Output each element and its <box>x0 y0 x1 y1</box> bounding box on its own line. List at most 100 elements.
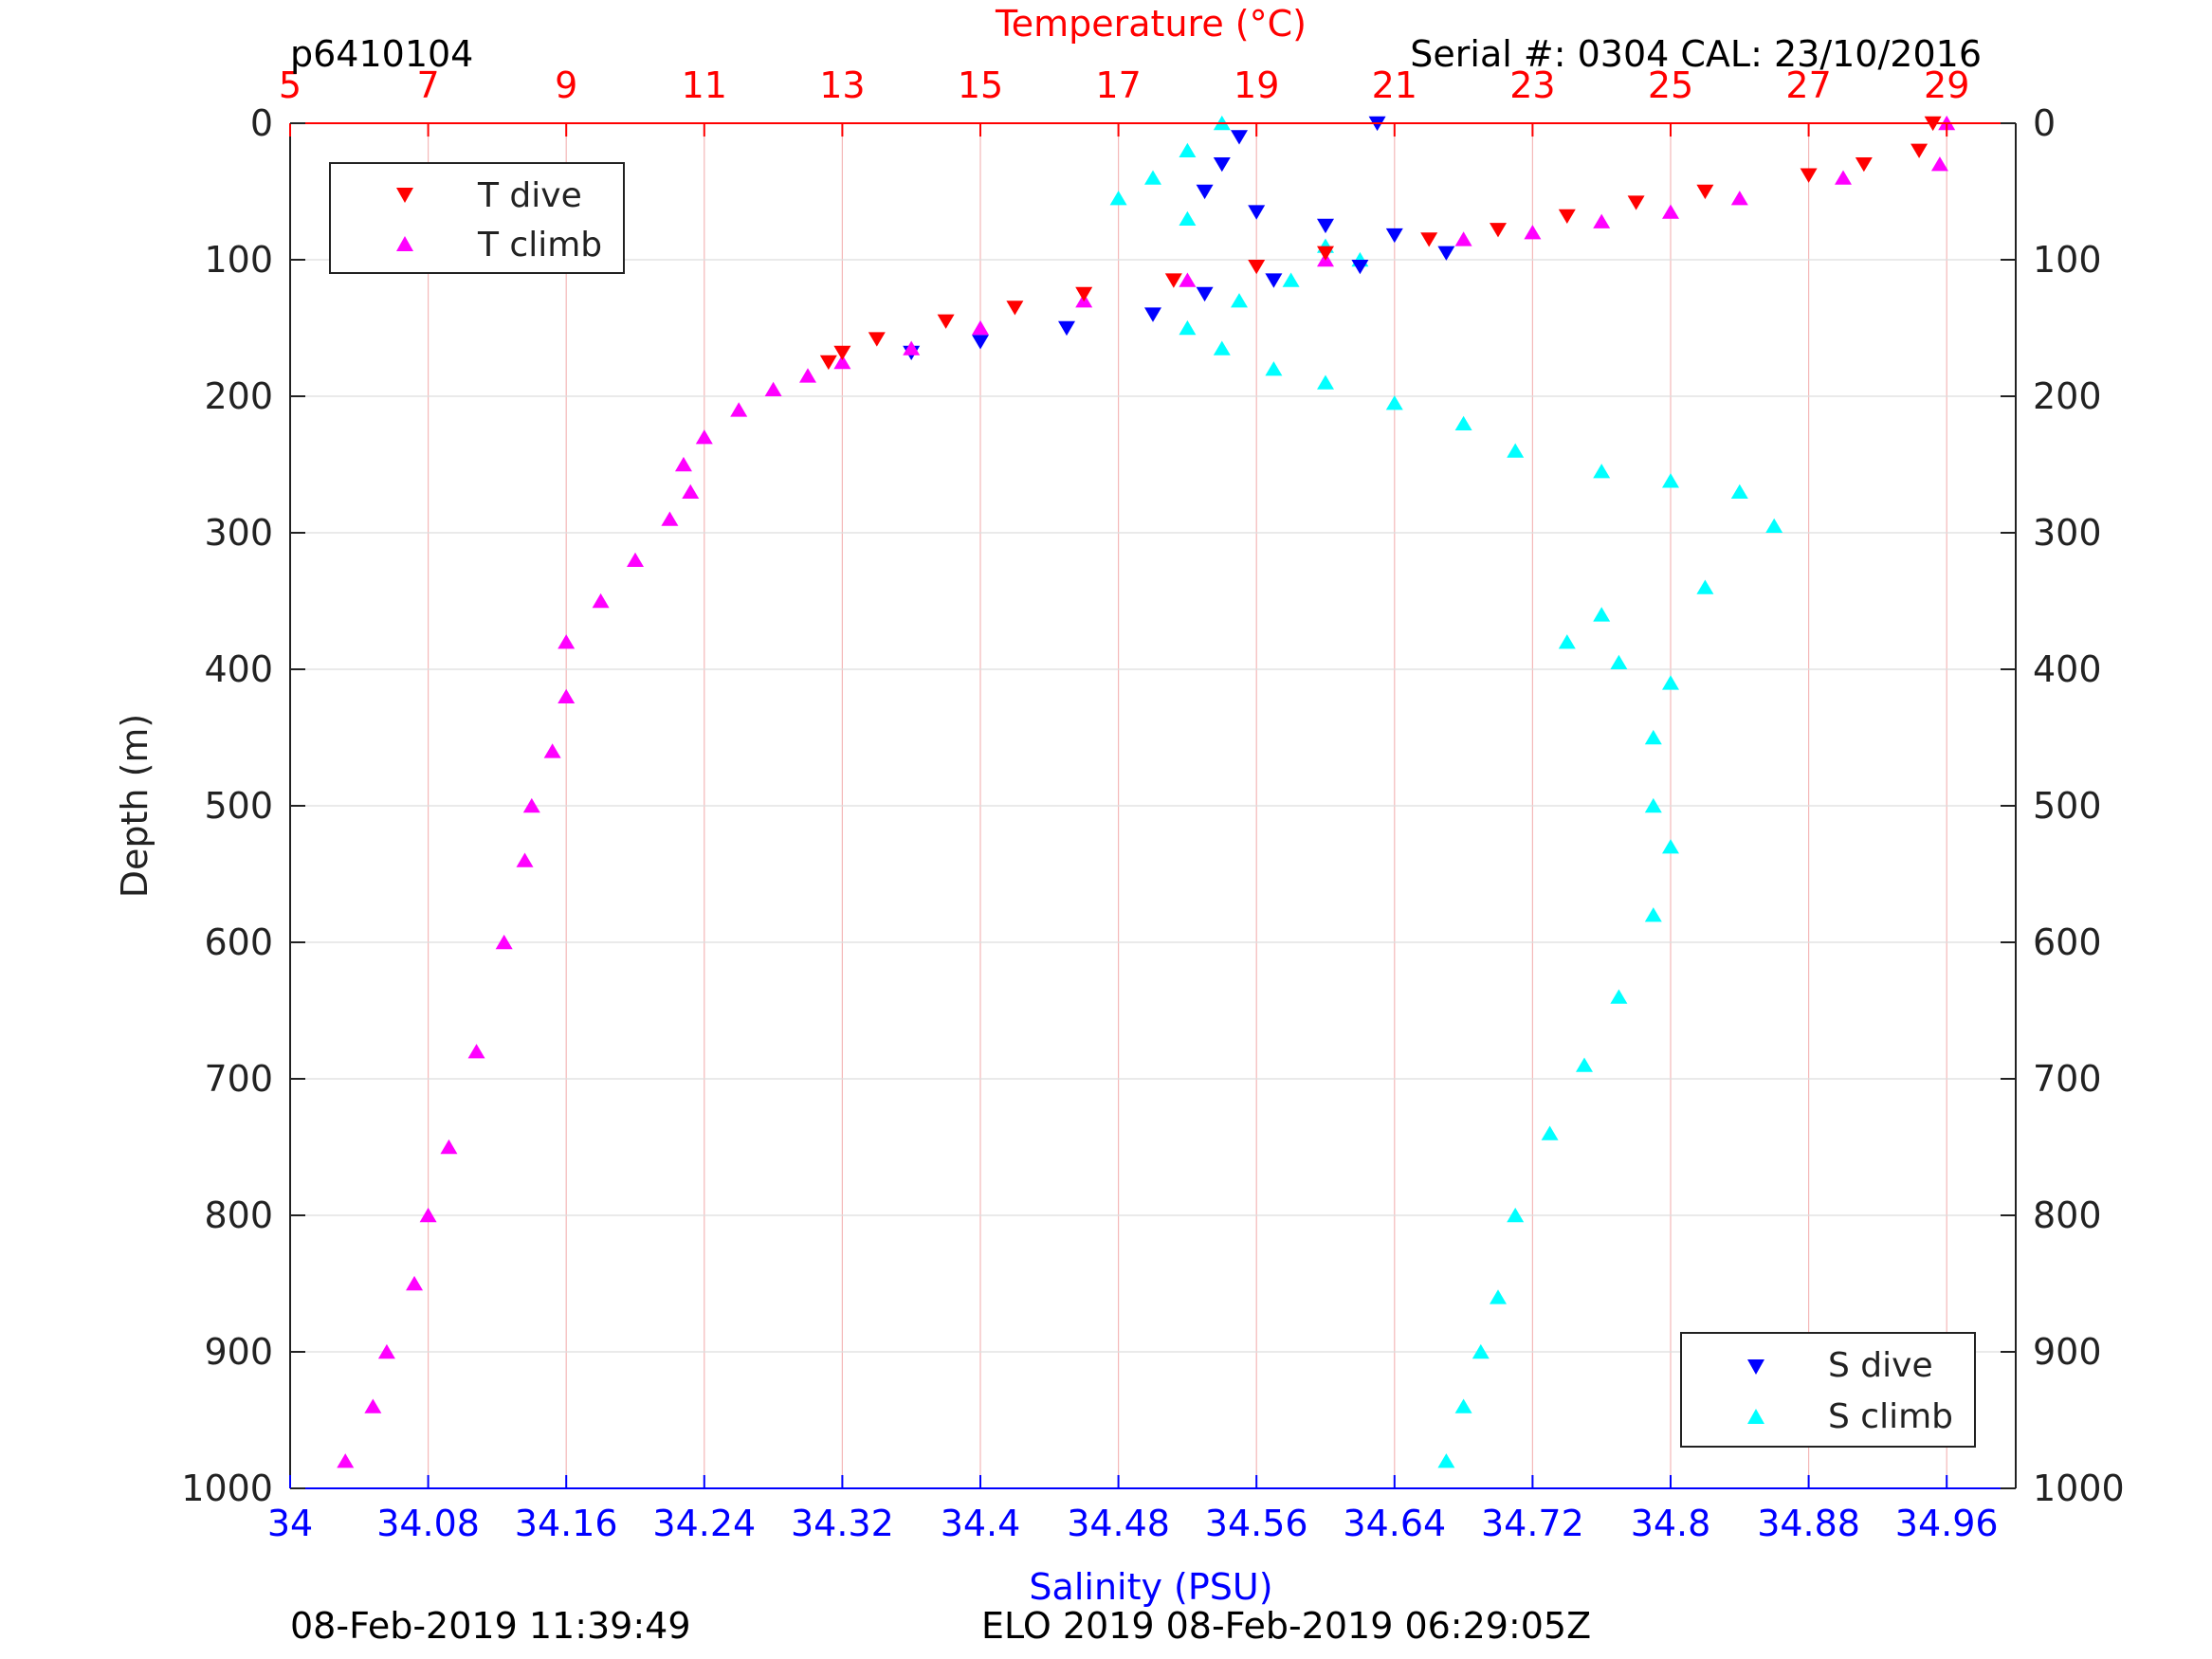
salinity-tick-label: 34.16 <box>515 1503 618 1544</box>
data-point <box>1265 273 1283 288</box>
legend-t-dive-marker <box>396 188 413 203</box>
data-point <box>1662 204 1679 219</box>
legend-s-climb-label: S climb <box>1828 1397 1953 1436</box>
series-t-climb <box>337 115 1956 1468</box>
depth-tick-label-left: 100 <box>204 239 273 281</box>
depth-tick-label-right: 1000 <box>2033 1468 2125 1509</box>
data-point <box>543 743 561 758</box>
data-point <box>833 345 851 361</box>
data-point <box>1179 319 1197 336</box>
salinity-tick-label: 34.24 <box>652 1503 756 1544</box>
data-point <box>592 592 610 609</box>
serial-calibration: Serial #: 0304 CAL: 23/10/2016 <box>1410 33 1982 75</box>
legend-s-dive-marker <box>1747 1359 1764 1375</box>
data-point <box>1231 130 1248 145</box>
data-point <box>1610 989 1628 1004</box>
depth-tick-label-left: 900 <box>204 1331 273 1373</box>
data-point <box>1593 213 1611 228</box>
data-point <box>377 1343 395 1359</box>
data-point <box>1317 374 1334 390</box>
data-point <box>558 634 576 649</box>
data-point <box>1730 191 1748 206</box>
data-point <box>1800 168 1818 183</box>
data-point <box>1317 218 1334 234</box>
data-point <box>799 368 816 383</box>
data-point <box>661 511 679 526</box>
temperature-tick-label: 21 <box>1372 64 1417 106</box>
data-point <box>1420 232 1438 247</box>
data-point <box>467 1044 485 1059</box>
data-point <box>419 1207 437 1223</box>
depth-tick-label-right: 600 <box>2033 921 2102 963</box>
data-point <box>1541 1125 1559 1140</box>
data-point <box>972 335 989 350</box>
data-point <box>1593 464 1611 479</box>
data-point <box>440 1139 458 1155</box>
legend-salinity: S dive S climb <box>1680 1332 1976 1448</box>
depth-tick-label-left: 700 <box>204 1058 273 1100</box>
temperature-tick-label: 5 <box>279 64 302 106</box>
depth-axis-title: Depth (m) <box>114 714 155 899</box>
axis-ticks <box>289 122 2016 1489</box>
data-point <box>1558 209 1576 225</box>
data-point <box>1576 1057 1593 1072</box>
data-point <box>627 552 644 567</box>
data-point <box>1385 228 1403 244</box>
data-point <box>695 429 713 445</box>
profile-id: p6410104 <box>290 33 473 75</box>
data-point <box>1248 260 1266 275</box>
data-point <box>1454 1398 1472 1413</box>
temperature-tick-label: 9 <box>555 64 577 106</box>
data-point <box>1610 654 1628 669</box>
salinity-tick-label: 34 <box>267 1503 313 1544</box>
data-point <box>1765 518 1783 533</box>
depth-tick-label-left: 300 <box>204 512 273 554</box>
data-point <box>1507 1207 1525 1223</box>
legend-t-climb-marker <box>396 236 413 251</box>
temperature-tick-label: 13 <box>819 64 865 106</box>
salinity-tick-label: 34.08 <box>376 1503 480 1544</box>
data-point <box>1213 157 1231 173</box>
temperature-tick-label: 29 <box>1924 64 1969 106</box>
depth-tick-label-left: 200 <box>204 375 273 417</box>
salinity-tick-label: 34.88 <box>1757 1503 1860 1544</box>
data-point <box>1109 191 1127 206</box>
data-point <box>833 354 851 370</box>
data-point <box>1662 473 1679 488</box>
legend-t-dive-label: T dive <box>477 176 582 215</box>
data-point <box>1644 797 1662 813</box>
legend-s-dive-label: S dive <box>1828 1346 1933 1385</box>
data-point <box>522 797 540 813</box>
depth-tick-label-right: 200 <box>2033 375 2102 417</box>
data-point <box>1248 205 1266 220</box>
data-point <box>1282 272 1300 287</box>
data-point <box>1179 142 1197 157</box>
legend-salinity-box <box>1680 1332 1976 1448</box>
data-point <box>1164 273 1182 288</box>
data-point <box>1593 607 1611 622</box>
salinity-tick-label: 34.56 <box>1205 1503 1308 1544</box>
data-point <box>1730 483 1748 499</box>
axis-tick-labels: 5 7 9 11 13 15 17 19 21 23 25 27 29 0 0 100 100 200 200 300… <box>181 64 2124 1544</box>
salinity-tick-label: 34.8 <box>1631 1503 1711 1544</box>
temperature-tick-label: 15 <box>958 64 1003 106</box>
temperature-tick-label: 11 <box>682 64 727 106</box>
temperature-tick-label: 19 <box>1234 64 1279 106</box>
legend-temperature: T dive T climb <box>329 162 625 274</box>
data-point <box>1835 170 1852 185</box>
data-point <box>1696 184 1714 200</box>
data-point <box>1437 246 1455 261</box>
data-point <box>1179 210 1197 226</box>
series-t-dive <box>819 116 1942 371</box>
data-point <box>819 355 837 371</box>
salinity-axis-title: Salinity (PSU) <box>1029 1566 1272 1608</box>
data-point <box>682 483 700 499</box>
data-points <box>337 115 1956 1468</box>
data-point <box>1644 907 1662 922</box>
temperature-axis-title: Temperature (°C) <box>995 3 1307 45</box>
temperature-tick-label: 27 <box>1785 64 1831 106</box>
data-point <box>903 340 921 356</box>
data-point <box>868 332 886 347</box>
depth-tick-label-right: 400 <box>2033 648 2102 690</box>
